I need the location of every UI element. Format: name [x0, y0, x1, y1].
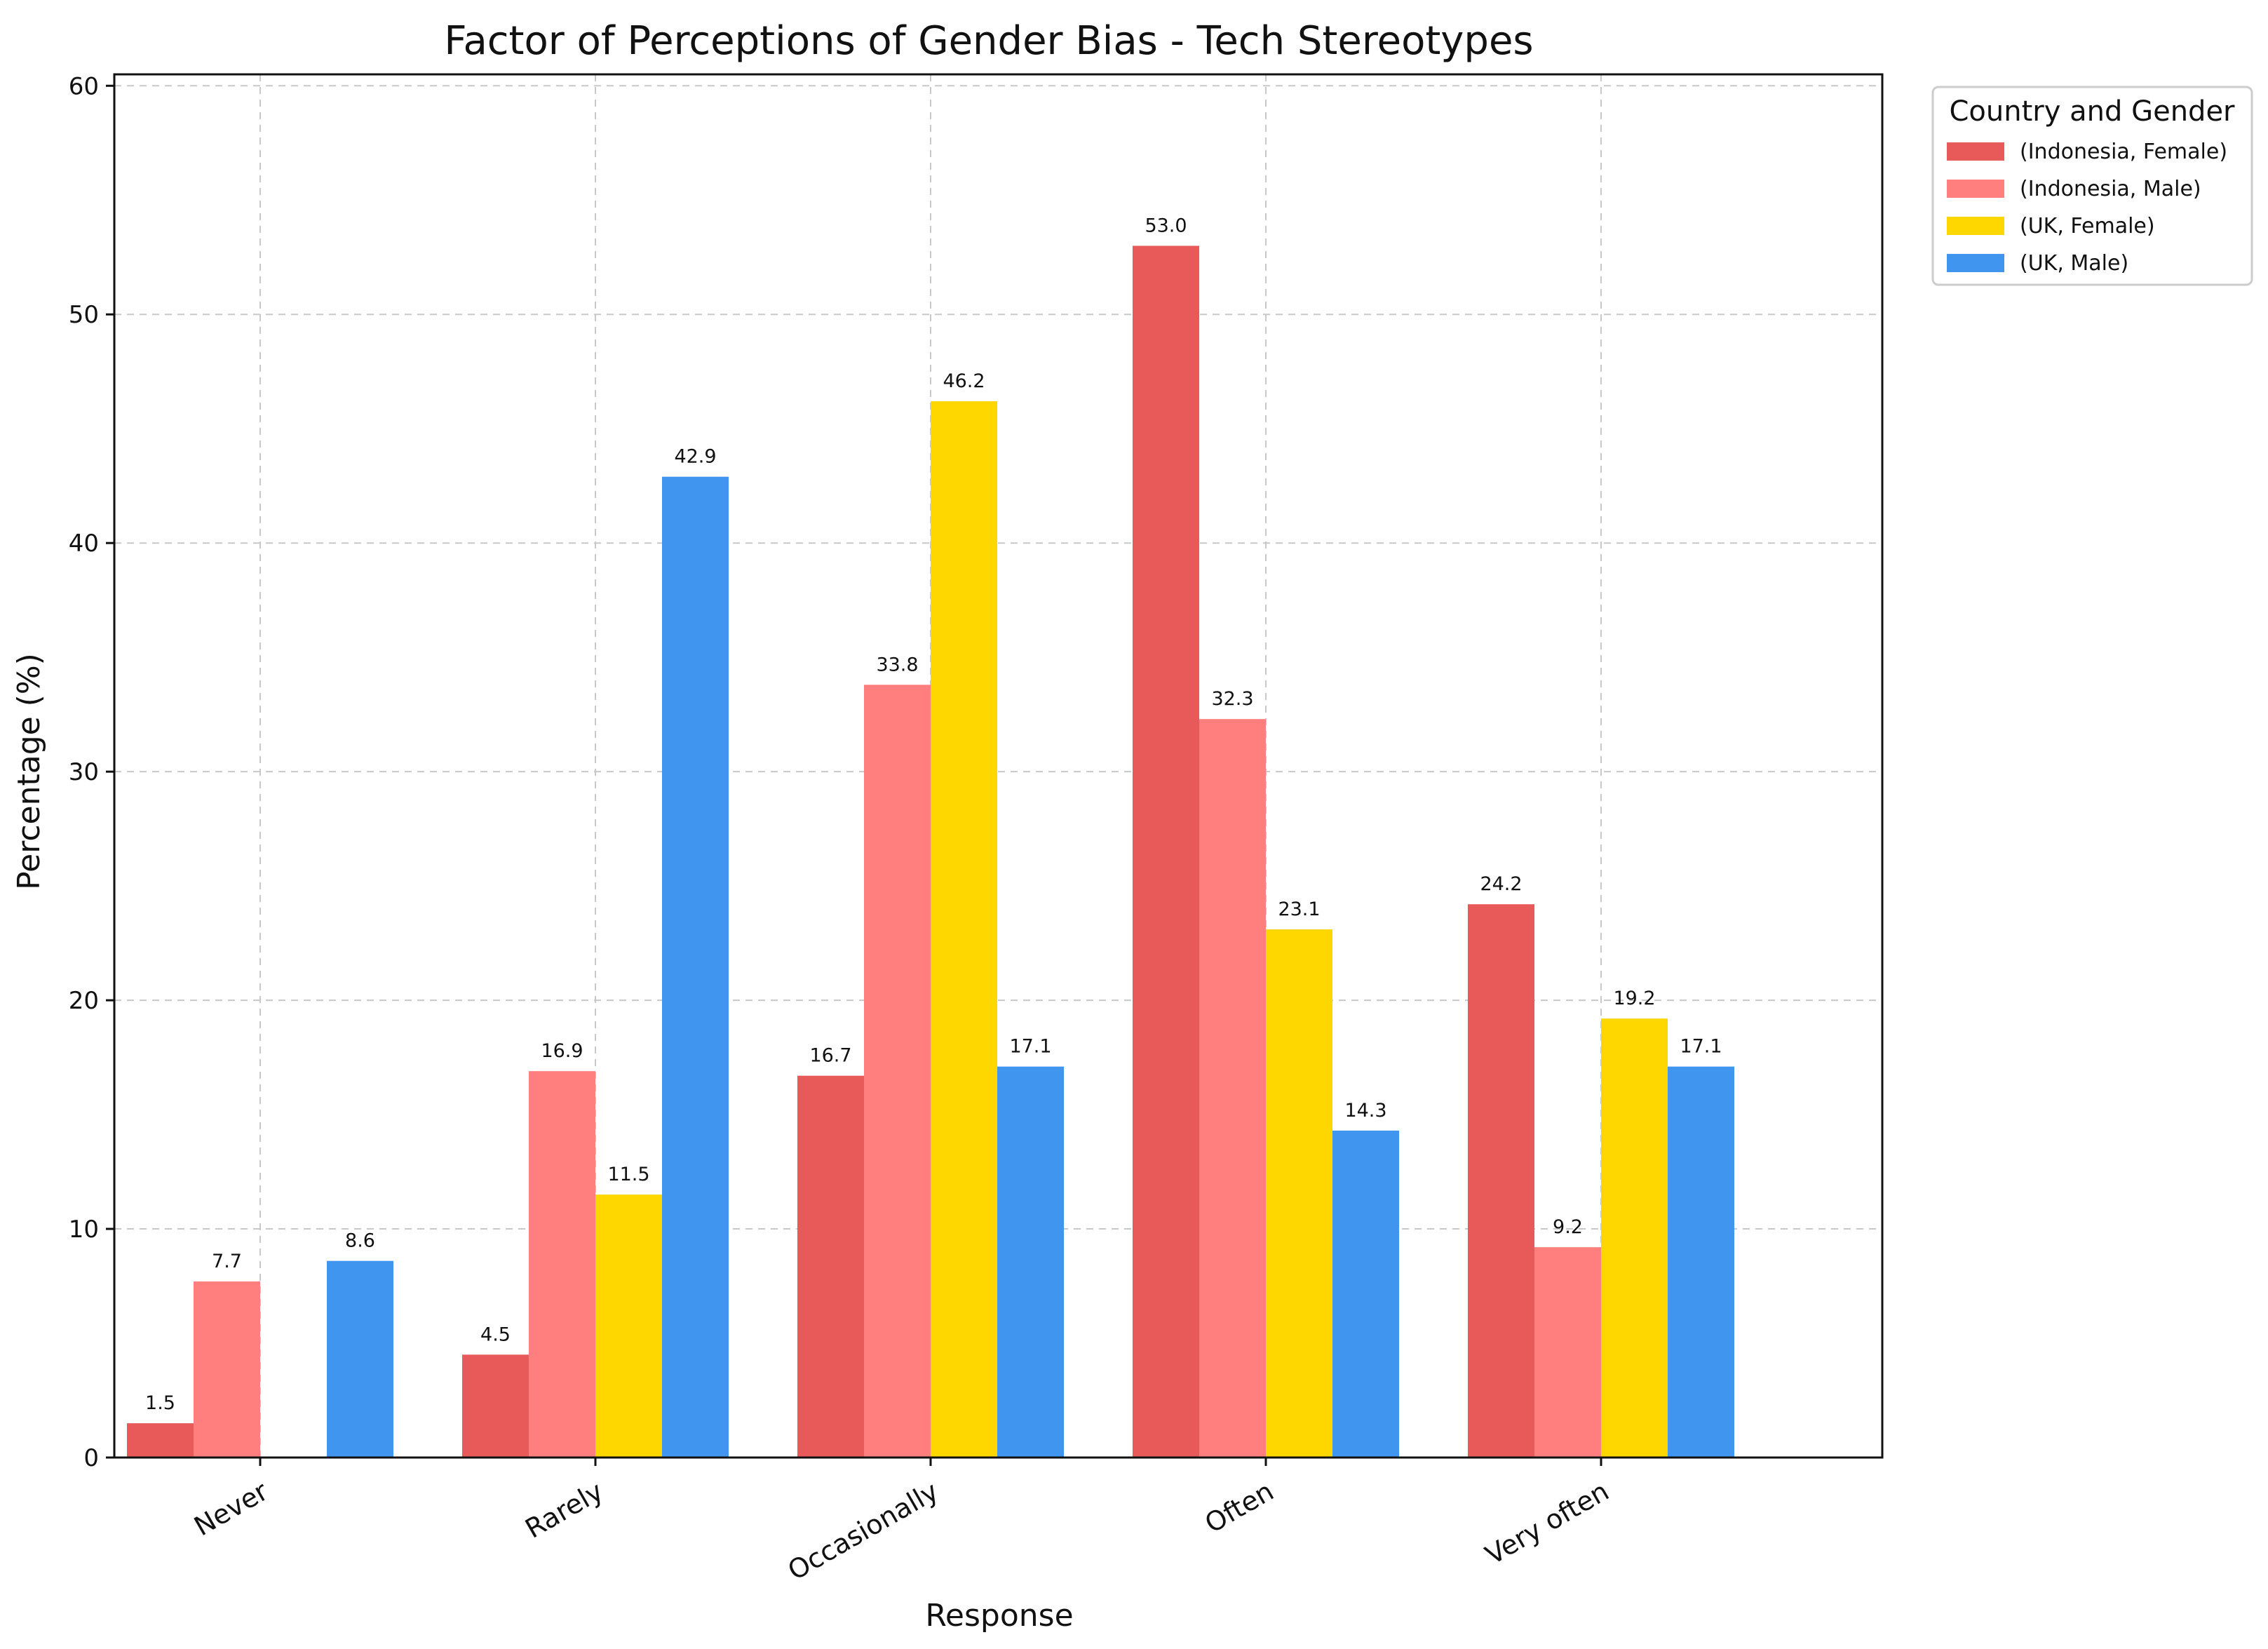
y-tick-label: 40 — [69, 530, 99, 558]
legend-title: Country and Gender — [1950, 95, 2236, 128]
y-tick-label: 0 — [83, 1444, 99, 1472]
legend-entries: (Indonesia, Female) (Indonesia, Male) (UK,… — [1947, 140, 2227, 276]
legend-entry-label: (Indonesia, Female) — [2020, 140, 2227, 164]
data-label: 4.5 — [480, 1324, 511, 1345]
legend-swatch — [1947, 180, 2004, 198]
bar-very-often-series-2 — [1534, 1247, 1601, 1458]
bar-occasionally-series-1 — [797, 1075, 864, 1458]
legend-entry-label: (Indonesia, Male) — [2020, 177, 2201, 201]
bar-very-often-series-3 — [1601, 1018, 1668, 1458]
bar-rarely-series-3 — [595, 1194, 662, 1458]
plot-area-frame — [113, 73, 1884, 1459]
x-tick-label-often: Often — [1200, 1476, 1279, 1540]
bar-often-series-3 — [1266, 929, 1332, 1458]
bar-rarely-series-4 — [662, 476, 729, 1458]
data-label: 17.1 — [1009, 1036, 1051, 1058]
legend-swatch — [1947, 142, 2004, 161]
data-label: 14.3 — [1344, 1100, 1386, 1122]
data-label: 46.2 — [943, 370, 985, 392]
legend: Country and Gender (Indonesia, Female)(I… — [1931, 86, 2253, 286]
y-tick-label: 60 — [69, 72, 99, 100]
legend-frame — [1931, 86, 2253, 286]
bar-occasionally-series-2 — [864, 685, 931, 1458]
data-labels: 1.5 4.5 16.7 53.0 24.2 7.7 16.9 33.8 32.3 9.2 11.5… — [145, 215, 1722, 1414]
bar-never-series-2 — [194, 1281, 260, 1458]
bars — [127, 245, 1734, 1458]
y-tick-label: 50 — [69, 301, 99, 329]
legend-entry-label: (UK, Male) — [2020, 251, 2128, 276]
data-label: 7.7 — [212, 1251, 242, 1272]
chart-title: Factor of Perceptions of Gender Bias - T… — [444, 18, 1533, 64]
x-axis-ticks: Never Rarely Occasionally Often Very often — [189, 1458, 1614, 1587]
data-label: 9.2 — [1553, 1216, 1583, 1238]
y-axis-ticks: 0 10 20 30 40 50 60 — [69, 72, 114, 1472]
data-label: 8.6 — [345, 1230, 375, 1252]
legend-swatch — [1947, 217, 2004, 235]
x-tick-label-rarely: Rarely — [520, 1476, 609, 1544]
x-tick-label-never: Never — [189, 1476, 273, 1542]
y-tick-label: 20 — [69, 987, 99, 1015]
bar-often-series-2 — [1199, 719, 1266, 1458]
bar-rarely-series-1 — [462, 1354, 529, 1458]
data-label: 24.2 — [1480, 873, 1522, 895]
data-label: 32.3 — [1211, 688, 1253, 710]
data-label: 19.2 — [1613, 988, 1655, 1009]
legend-swatch — [1947, 254, 2004, 272]
x-tick-label-very-often: Very often — [1480, 1476, 1614, 1571]
y-tick-label: 10 — [69, 1216, 99, 1244]
data-label: 11.5 — [607, 1164, 649, 1185]
bar-often-series-4 — [1332, 1130, 1399, 1458]
legend-entry-label: (UK, Female) — [2020, 214, 2155, 238]
y-tick-label: 30 — [69, 758, 99, 786]
data-label: 53.0 — [1145, 215, 1187, 236]
bar-often-series-1 — [1133, 245, 1199, 1458]
data-label: 1.5 — [145, 1392, 175, 1414]
bar-never-series-1 — [127, 1423, 194, 1458]
data-label: 42.9 — [674, 446, 716, 468]
x-tick-label-occasionally: Occasionally — [783, 1476, 943, 1587]
bar-never-series-4 — [327, 1260, 393, 1458]
data-label: 33.8 — [876, 654, 918, 675]
bar-rarely-series-2 — [529, 1071, 595, 1458]
bar-occasionally-series-4 — [997, 1066, 1064, 1458]
bar-very-often-series-1 — [1468, 904, 1534, 1458]
data-label: 16.7 — [809, 1045, 851, 1067]
x-axis-title: Response — [925, 1598, 1073, 1634]
data-label: 17.1 — [1680, 1036, 1722, 1058]
y-axis-title: Percentage (%) — [11, 653, 47, 890]
data-label: 23.1 — [1278, 898, 1320, 920]
bar-occasionally-series-3 — [931, 401, 997, 1458]
data-label: 16.9 — [541, 1040, 583, 1062]
bar-very-often-series-4 — [1668, 1066, 1734, 1458]
